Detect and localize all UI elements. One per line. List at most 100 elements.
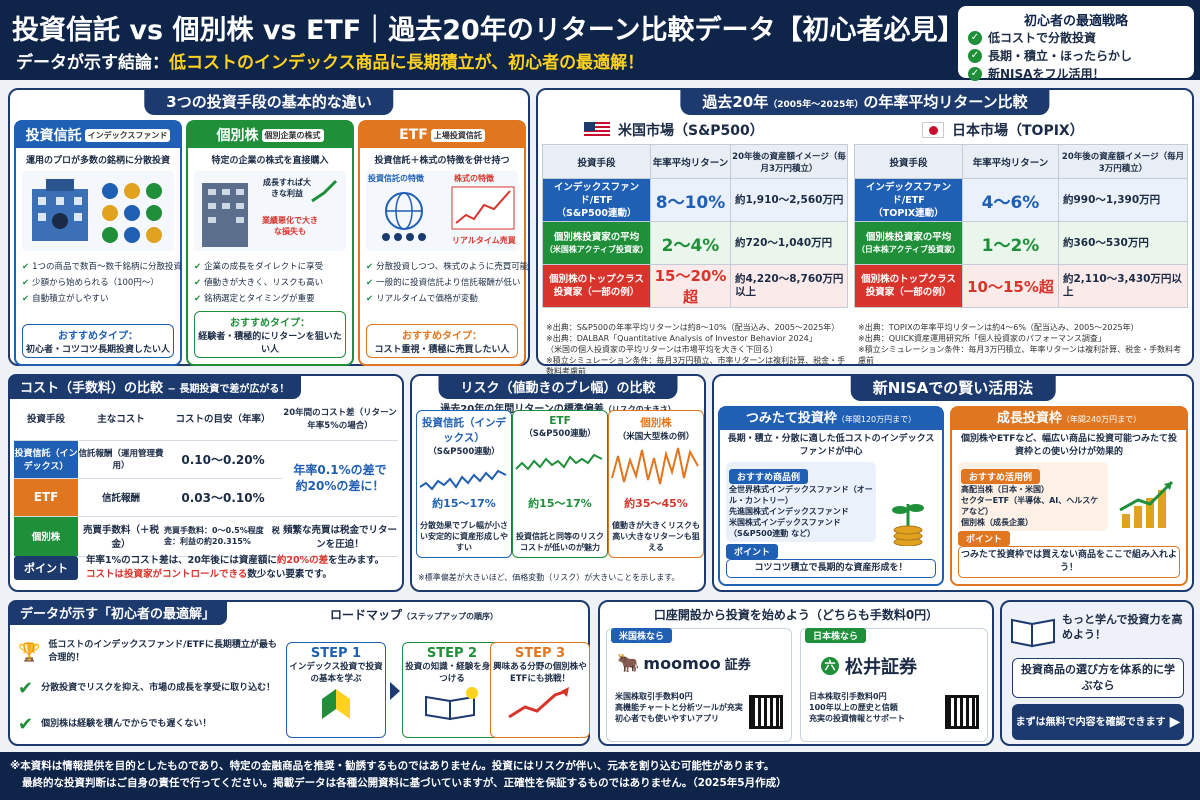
- strategy-item: ✓ 低コストで分散投資: [968, 29, 1184, 47]
- page-title: 投資信託 vs 個別株 vs ETF｜過去20年のリターン比較データ【初心者必見…: [12, 15, 965, 46]
- risk-line-chart: [611, 447, 699, 485]
- us-flag-icon: [584, 122, 610, 138]
- row-label: インデックスファンド/ETF （TOPIX連動）: [854, 178, 963, 222]
- learn-cta-button[interactable]: まずは無料で内容を確認できます ▶: [1012, 704, 1184, 740]
- cost-type: 信託報酬: [78, 478, 164, 517]
- growth-title: 成長投資枠（年間240万円まで）: [952, 408, 1186, 430]
- footer-disclaimer: ※本資料は情報提供を目的としたものであり、特定の金融商品を推奨・勧誘するものでは…: [0, 752, 1200, 800]
- check-icon: ✔: [18, 713, 34, 735]
- moomoo-bull-icon: 🐂: [617, 653, 640, 674]
- point-text-1: 年率1%のコスト差は、20年後には資産額に: [86, 555, 277, 566]
- growth-desc: 個別株やETFなど、幅広い商品に投資可能つみたて投資枠との使い分けが効果的: [961, 434, 1177, 457]
- card-tag: インデックスファンド: [84, 128, 171, 142]
- card-point: リアルタイムで価格が変動: [366, 291, 518, 307]
- risk-sub: （S&P500連動）: [428, 447, 500, 457]
- moomoo-card[interactable]: 米国株なら 🐂 moomoo 証券 米国株取引手数料0円 高機能チャートと分析ツール…: [606, 628, 792, 742]
- cost-title-sub: − 長期投資で差が広がる！: [167, 384, 290, 395]
- card-title: ETF 上場投資信託: [360, 122, 524, 148]
- point-tag: ポイント: [726, 544, 779, 559]
- matsui-brand: 松井証券: [845, 657, 917, 678]
- risk-name: 投資信託（インデックス）: [422, 417, 506, 444]
- recommend-box: おすすめタイプ： 初心者・コツコツ長期投資したい人: [22, 324, 174, 358]
- strategy-item: ✓ 長期・積立・ほったらかし: [968, 47, 1184, 65]
- moomoo-brand: moomoo: [643, 654, 721, 673]
- conclusion-item: ✔ 分散投資でリスクを抑え、市場の成長を享受に取り込む！: [18, 670, 278, 706]
- matsui-logo: 六松井証券: [821, 653, 917, 679]
- step-number: STEP 2: [426, 646, 478, 661]
- return-value: 4〜6%: [962, 178, 1059, 222]
- coin-plant-icon: [892, 504, 924, 546]
- strategy-item-text: 新NISAをフル活用！: [988, 67, 1105, 81]
- rec-item: 高配当株（日本・米国）: [961, 485, 1049, 494]
- risk-subtitle-small: （リスクの大きさ）: [604, 405, 676, 414]
- note-line: ※出典：QUICK資産運用研究所「個人投資家のパフォーマンス調査」: [858, 334, 1106, 343]
- returns-title-period: （2005年〜2025年）: [768, 100, 864, 110]
- us-returns-table: 投資手段 年率平均リターン 20年後の資産額イメージ（毎月3万円積立） インデックス…: [542, 144, 848, 308]
- growth-limit: （年間240万円まで）: [1061, 415, 1142, 424]
- note-line: （米国の個人投資家の平均リターンは市場平均を大きく下回る）: [546, 345, 778, 354]
- cost-point: ポイント 年率1%のコスト差は、20年後には資産額に約20%の差を生みます。 コ…: [14, 554, 398, 582]
- building-pie-illustration: [22, 171, 174, 251]
- risk-card: 個別株 （米国大型株の例） 約35〜45% 値動きが大きくリスクも高い大きなリター…: [608, 410, 704, 558]
- growth-chart-icon: [1119, 480, 1174, 528]
- row-name: 個別株のトップクラス: [549, 274, 644, 285]
- row-sub: （S&P500連動）: [556, 207, 637, 219]
- header: 投資信託 vs 個別株 vs ETF｜過去20年のリターン比較データ【初心者必見…: [0, 0, 1200, 81]
- point-tag: ポイント: [958, 531, 1011, 546]
- table-row: 個別株投資家の平均 （日本株アクティブ投資家） 1〜2% 約360〜530万円: [854, 221, 1188, 265]
- row-name: インデックスファンド/ETF: [865, 181, 952, 206]
- table-row: ETF 信託報酬 0.03〜0.10%: [14, 478, 398, 517]
- note-line: ※積立シミュレーション条件：毎月3万円積立、年率リターンは複利計算、税金・手数料…: [858, 345, 1182, 365]
- asset-value: 約360〜530万円: [1058, 221, 1188, 265]
- table-row: 個別株 売買手数料（＋税金） 売買手数料：0〜0.5%程度 税金：利益の約20.31…: [14, 516, 398, 557]
- asset-value: 約1,910〜2,560万円: [730, 178, 848, 222]
- rec-item: 全世界株式インデックスファンド（オール・カントリー）: [729, 485, 873, 505]
- point-text-2-red: コストは投資家がコントロールできる: [86, 569, 248, 580]
- return-value: 1〜2%: [962, 221, 1059, 265]
- book-icon: [1011, 618, 1055, 648]
- conclusion-item: ✔ 個別株は経験を積んでからでも遅くない！: [18, 706, 278, 742]
- tsumitate-limit: （年間120万円まで）: [836, 415, 917, 424]
- rec-item: 米国株式インデックスファンド（S&P500連動 など）: [729, 518, 841, 538]
- rec-item: 個別株（成長企業）: [961, 518, 1033, 527]
- feature-item: 充実の投資情報とサポート: [809, 714, 905, 723]
- strategy-item-text: 低コストで分散投資: [988, 31, 1097, 45]
- asset-value: 約2,110〜3,430万円以上: [1058, 264, 1188, 308]
- col-header: 投資手段: [854, 144, 963, 179]
- qr-code-icon[interactable]: [749, 695, 783, 729]
- card-title: 投資信託 インデックスファンド: [16, 122, 180, 148]
- point-text-1-red: 約20%の差: [276, 555, 329, 566]
- moomoo-tag: 米国株なら: [611, 628, 673, 643]
- risk-desc: 分散効果でブレ幅が小さい安定的に資産形成しやすい: [420, 521, 508, 552]
- qr-code-icon[interactable]: [945, 695, 979, 729]
- point-text-1-end: を生みます。: [328, 555, 385, 566]
- step-desc: 興味ある分野の個別株やETFにも挑戦！: [493, 662, 587, 684]
- row-name: 投資信託（インデックス）: [14, 440, 78, 479]
- col-header: 20年間のコスト差（リターン年率5%の場合）: [282, 400, 398, 441]
- book-bulb-icon: [425, 687, 478, 721]
- moomoo-brand-suffix: 証券: [724, 658, 751, 673]
- jp-market-label: 日本市場（TOPIX）: [952, 123, 1084, 139]
- basics-title: 3つの投資手段の基本的な違い: [144, 88, 394, 115]
- cost-diff-callout: 年率0.1%の差で約20%の差に！: [282, 440, 398, 517]
- step-number: STEP 1: [310, 646, 362, 661]
- risk-subtitle-main: 過去20年の年間リターンの標準偏差: [440, 404, 603, 415]
- matsui-card[interactable]: 日本株なら 六松井証券 日本株取引手数料0円 100年以上の歴史と信頼 充実の投…: [800, 628, 988, 742]
- step-desc: 投資の知識・経験を身につける: [405, 662, 499, 684]
- recommend-title: おすすめタイプ：: [58, 331, 138, 342]
- card-individual-stock: 個別株 個別企業の株式 特定の企業の株式を直接購入 成長すれば大きな利益 業績悪化…: [186, 120, 354, 366]
- tsumitate-rec: おすすめ商品例 全世界株式インデックスファンド（オール・カントリー） 先進国株式…: [726, 462, 876, 542]
- tsumitate-desc: 長期・積立・分散に適した低コストのインデックスファンドが中心: [727, 434, 935, 457]
- risk-subtitle: 過去20年の年間リターンの標準偏差（リスクの大きさ）: [412, 400, 704, 415]
- risk-value: 約15〜17%: [528, 497, 592, 510]
- rec-tag: おすすめ商品例: [729, 469, 809, 484]
- note-line: ※出典：DALBAR「Quantitative Analysis of Inve…: [546, 334, 817, 343]
- illustration-label-down: 業績悪化で大きな損失も: [262, 216, 318, 236]
- asset-value: 約720〜1,040万円: [730, 221, 848, 265]
- card-points: 企業の成長をダイレクトに享受 値動きが大きく、リスクも高い 銘柄選定とタイミング…: [194, 259, 346, 307]
- return-value: 10〜15%超: [962, 264, 1059, 308]
- check-icon: ✓: [968, 49, 982, 63]
- col-header: 20年後の資産額イメージ（毎月3万円積立）: [1058, 144, 1188, 179]
- stock-cost-note: 頻繁な売買は税金でリターンを圧迫！: [282, 516, 398, 557]
- nisa-panel: 新NISAでの賢い活用法 つみたて投資枠（年間120万円まで） 長期・積立・分散…: [712, 374, 1194, 592]
